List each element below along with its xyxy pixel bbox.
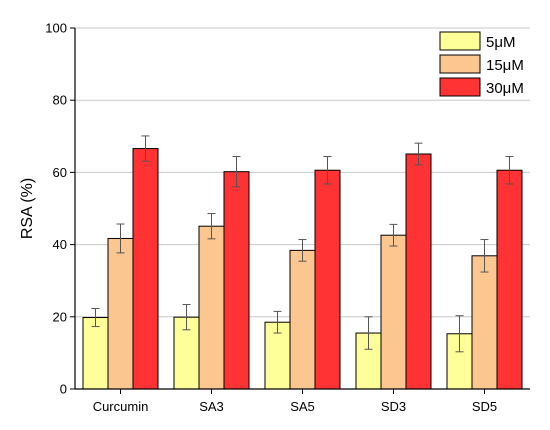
bar-sa5-series-3 <box>314 169 341 390</box>
legend: 5μM 15μM 30μM <box>439 31 524 97</box>
legend-label-series-1: 5μM <box>486 34 515 51</box>
bar-curcumin-series-3 <box>132 148 159 390</box>
x-tick-label-curcumin: Curcumin <box>93 399 149 414</box>
bar-sa3-series-3 <box>223 171 250 390</box>
legend-swatch-series-2 <box>439 54 481 74</box>
y-tick-label-20: 20 <box>53 309 67 324</box>
x-tick-label-sa3: SA3 <box>199 399 224 414</box>
legend-label-series-3: 30μM <box>486 80 524 97</box>
bar-sd5-series-2 <box>471 255 498 390</box>
legend-swatch-series-1 <box>439 31 481 51</box>
tick-labels: Curcumin SA3 SA5 SD3 SD5 0 20 40 60 80 100 <box>45 21 497 415</box>
bar-sd3-series-3 <box>405 153 432 390</box>
y-tick-label-0: 0 <box>60 382 67 397</box>
axes <box>70 27 530 394</box>
x-tick-label-sd3: SD3 <box>381 399 406 414</box>
legend-label-series-2: 15μM <box>486 57 524 74</box>
y-tick-label-40: 40 <box>53 237 67 252</box>
bar-sa3-series-2 <box>198 225 225 390</box>
y-tick-label-60: 60 <box>53 165 67 180</box>
bars <box>82 135 523 390</box>
bar-sa5-series-2 <box>289 249 316 390</box>
bar-sd3-series-2 <box>380 234 407 390</box>
y-axis-title: RSA (%) <box>19 178 36 239</box>
bar-curcumin-series-1 <box>82 317 109 390</box>
y-tick-label-100: 100 <box>45 21 67 36</box>
bar-curcumin-series-2 <box>107 237 134 390</box>
legend-swatch-series-3 <box>439 77 481 97</box>
x-tick-label-sd5: SD5 <box>472 399 497 414</box>
x-tick-label-sa5: SA5 <box>290 399 315 414</box>
y-tick-label-80: 80 <box>53 93 67 108</box>
bar-sd5-series-3 <box>496 169 523 390</box>
